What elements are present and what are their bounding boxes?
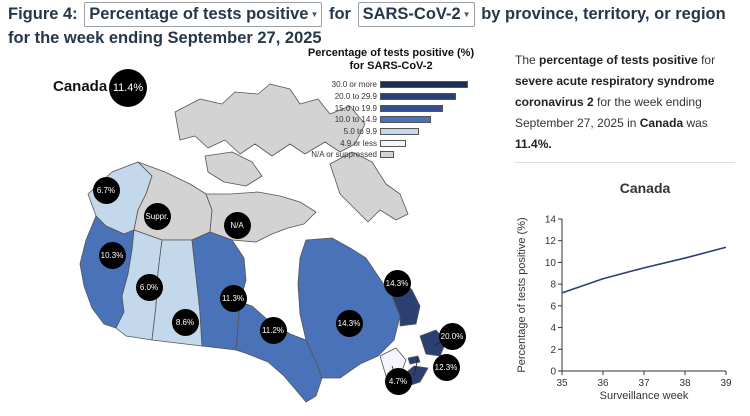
legend-item-label: 10.0 to 14.9 (334, 115, 377, 125)
metric-select-value: Percentage of tests positive (89, 5, 309, 23)
legend-item-label: N/A or suppressed (311, 150, 377, 160)
region-arctic-islands[interactable] (174, 83, 366, 157)
region-bubble-alberta[interactable]: 6.0% (135, 273, 163, 301)
chevron-down-icon: ▼ (310, 9, 319, 19)
region-bubble-quebec[interactable]: 14.3% (335, 309, 363, 337)
divider (515, 162, 735, 163)
summary-part: was (683, 116, 708, 130)
leader-line-nova-scotia (413, 357, 419, 377)
x-tick-label: 36 (597, 378, 609, 389)
region-bubble-saskatchewan[interactable]: 8.6% (171, 308, 199, 336)
series-line (561, 246, 727, 294)
legend-item-label: 4.9 or less (340, 138, 377, 148)
legend-item: 5.0 to 9.9 (306, 126, 476, 138)
y-tick-label: 10 (545, 258, 557, 269)
legend-rows: 30.0 or more 20.0 to 29.9 15.0 to 19.9 10.0… (306, 79, 476, 161)
canada-value-bubble: 11.4% (109, 69, 147, 107)
x-tick-label: 35 (556, 378, 568, 389)
legend-item-label: 20.0 to 29.9 (334, 92, 377, 102)
map-legend: Percentage of tests positive (%) for SAR… (306, 47, 476, 161)
region-bubble-northwest-territories[interactable]: Suppr. (143, 202, 171, 230)
pathogen-select-value: SARS-CoV-2 (362, 5, 461, 23)
legend-swatch (380, 128, 419, 136)
legend-swatch (380, 81, 468, 89)
title-for-text: for (328, 5, 351, 23)
legend-item: 20.0 to 29.9 (306, 91, 476, 103)
region-bubble-nova-scotia-pei[interactable]: 12.3% (432, 353, 460, 381)
region-bubble-new-brunswick[interactable]: 4.7% (384, 367, 412, 395)
map-panel: 6.7% Suppr. N/A 10.3% 6.0% 8.6% 11.3% 11… (0, 44, 510, 416)
region-pei[interactable] (407, 355, 421, 365)
region-nunavut[interactable] (205, 191, 317, 243)
x-tick-label: 38 (679, 378, 691, 389)
summary-pathogen: severe acute respiratory syndrome corona… (515, 74, 715, 109)
legend-item-label: 5.0 to 9.9 (343, 127, 377, 137)
region-bubble-manitoba[interactable]: 11.3% (219, 284, 247, 312)
legend-item-label: 30.0 or more (331, 80, 377, 90)
metric-select[interactable]: Percentage of tests positive ▼ (84, 2, 323, 27)
figure-number: Figure 4: (8, 5, 78, 23)
legend-item: 10.0 to 14.9 (306, 114, 476, 126)
region-baffin-island[interactable] (329, 151, 409, 223)
title-suffix: by province, territory, or region for th… (8, 5, 726, 47)
legend-item: 30.0 or more (306, 79, 476, 91)
summary-region: Canada (639, 116, 684, 130)
region-bubble-ontario[interactable]: 11.2% (259, 316, 287, 344)
canada-label: Canada (53, 78, 108, 95)
region-bubble-newfoundland-labrador[interactable]: 20.0% (438, 322, 466, 350)
legend-swatch (380, 151, 395, 159)
summary-value: 11.4%. (515, 137, 552, 151)
pathogen-select[interactable]: SARS-CoV-2 ▼ (357, 2, 475, 27)
legend-item-label: 15.0 to 19.9 (334, 103, 377, 113)
region-bubble-yukon[interactable]: 6.7% (92, 176, 120, 204)
x-tick-label: 39 (720, 378, 732, 389)
summary-part: The (515, 53, 540, 67)
region-bubble-nunavut[interactable]: N/A (223, 211, 251, 239)
region-quebec[interactable] (297, 237, 401, 379)
y-tick-label: 2 (550, 345, 556, 356)
y-tick-label: 12 (545, 236, 557, 247)
summary-metric: percentage of tests positive (539, 53, 698, 67)
figure-title: Figure 4: Percentage of tests positive ▼ … (8, 2, 744, 49)
legend-item: 15.0 to 19.9 (306, 102, 476, 114)
y-tick-label: 8 (550, 280, 556, 291)
region-bubble-nunavik[interactable]: 14.3% (383, 269, 411, 297)
legend-swatch (380, 139, 407, 147)
y-axis-label: Percentage of tests positive (%) (516, 217, 528, 372)
legend-swatch (380, 116, 432, 124)
legend-item: N/A or suppressed (306, 149, 476, 161)
y-tick-label: 14 (545, 215, 557, 226)
y-tick-label: 4 (550, 323, 556, 334)
chart-title: Canada (619, 180, 671, 196)
summary-part: for (697, 53, 716, 67)
legend-title: Percentage of tests positive (%) for SAR… (307, 47, 475, 72)
chevron-down-icon: ▼ (462, 9, 471, 19)
y-tick-label: 6 (550, 301, 556, 312)
x-axis-label: Surveillance week (600, 390, 689, 402)
x-tick-label: 37 (638, 378, 650, 389)
legend-swatch (380, 104, 444, 112)
legend-swatch (380, 93, 456, 101)
summary-text: The percentage of tests positive for sev… (515, 50, 737, 155)
summary-part: for the week ending September 27, 2025 i… (515, 95, 702, 130)
legend-item: 4.9 or less (306, 137, 476, 149)
region-bubble-british-columbia[interactable]: 10.3% (98, 241, 126, 269)
region-victoria-island[interactable] (204, 151, 263, 187)
trend-line-chart: 0 2 4 6 8 10 12 14 35 36 37 38 39 Surveillance week Pe… (516, 215, 732, 403)
y-tick-label: 0 (550, 367, 556, 378)
